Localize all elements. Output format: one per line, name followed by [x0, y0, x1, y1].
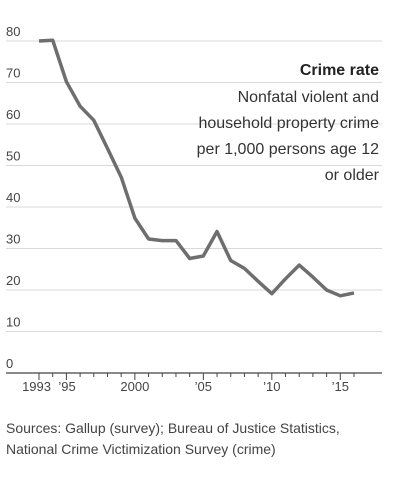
series-group [38, 38, 355, 298]
series-line-0 [38, 38, 355, 298]
y-tick-label-70: 70 [6, 66, 20, 81]
source-line-1: Sources: Gallup (survey); Bureau of Just… [6, 420, 340, 436]
chart-title: Crime rate [300, 62, 379, 79]
line-chart: 0 10 20 30 40 50 60 70 80 1993 ’95 2000 ’05 ’10 ’15 C… [6, 24, 382, 394]
y-axis-tick-labels: 0 10 20 30 40 50 60 70 80 [6, 24, 20, 371]
subtitle-line-1: Nonfatal violent and [238, 89, 379, 106]
subtitle-line-3: per 1,000 persons age 12 [197, 141, 379, 158]
x-tick-label-2015: ’15 [332, 379, 349, 394]
y-tick-label-60: 60 [6, 107, 20, 122]
source-note: Sources: Gallup (survey); Bureau of Just… [6, 418, 398, 460]
x-tick-label-1995: ’95 [58, 379, 75, 394]
subtitle-line-4: or older [325, 167, 380, 184]
x-axis: 1993 ’95 2000 ’05 ’10 ’15 [6, 372, 382, 394]
source-line-2: National Crime Victimization Survey (cri… [6, 441, 276, 457]
y-tick-label-20: 20 [6, 273, 20, 288]
x-tick-label-2000: 2000 [120, 379, 149, 394]
chart-annotation: Crime rate Nonfatal violent and househol… [197, 62, 380, 184]
y-tick-label-50: 50 [6, 149, 20, 164]
x-tick-label-2010: ’10 [263, 379, 280, 394]
x-tick-label-2005: ’05 [195, 379, 212, 394]
y-tick-label-40: 40 [6, 190, 20, 205]
y-tick-label-30: 30 [6, 232, 20, 247]
x-tick-label-1993: 1993 [22, 379, 51, 394]
y-tick-label-10: 10 [6, 315, 20, 330]
y-tick-label-0: 0 [6, 356, 13, 371]
y-tick-label-80: 80 [6, 24, 20, 39]
subtitle-line-2: household property crime [198, 115, 379, 132]
